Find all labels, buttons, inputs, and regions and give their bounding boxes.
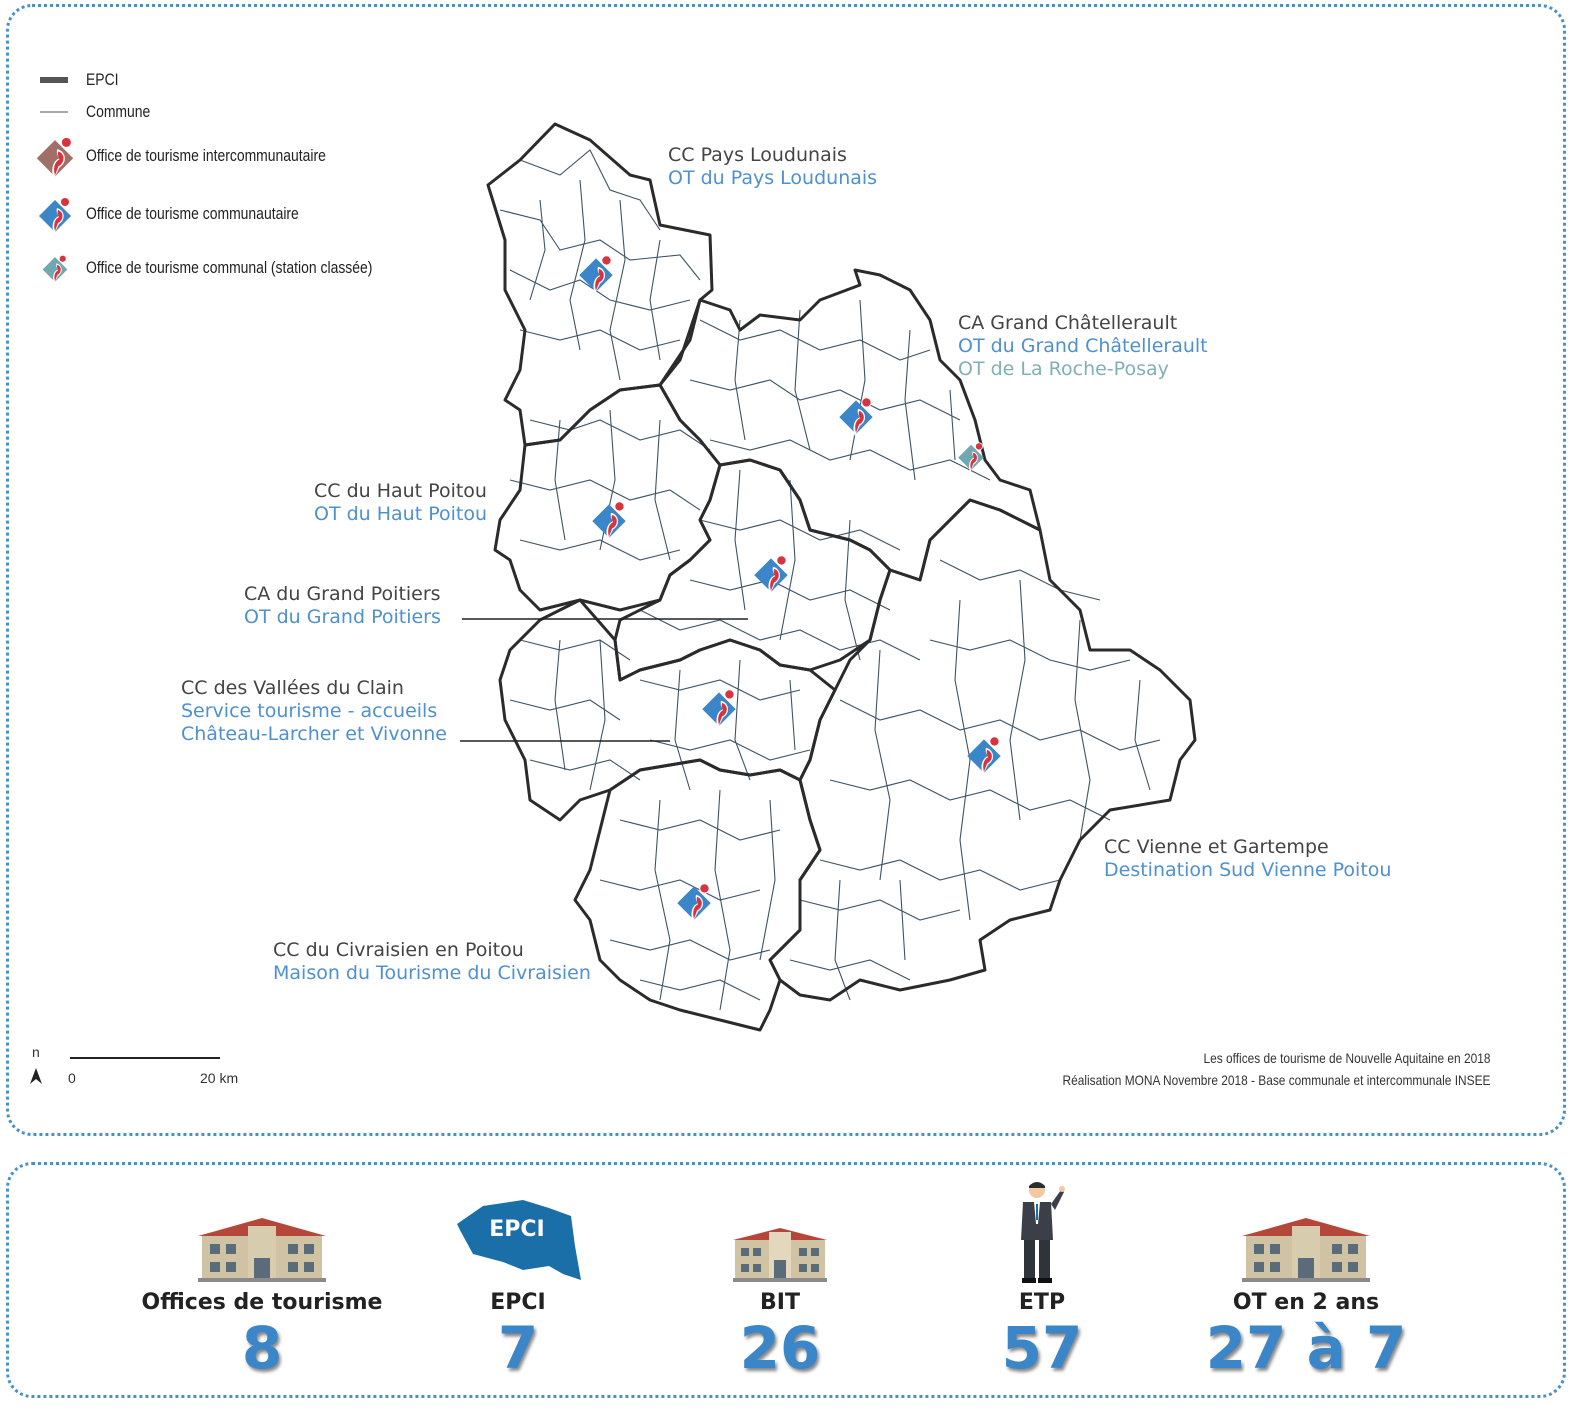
label-cc-civraisien-en-poitou: CC du Civraisien en Poitou Maison du Tou… — [273, 939, 591, 985]
legend-commune: Commune — [24, 92, 164, 132]
stat-ot-en-2-ans: OT en 2 ans 27 à 7 — [1156, 1180, 1456, 1381]
ot-communautaire-icon — [592, 501, 626, 540]
ot-communautaire-icon — [702, 689, 736, 728]
epci-name: CA du Grand Poitiers — [244, 583, 441, 605]
scale-distance: 20 km — [200, 1070, 239, 1086]
epci-name: CC des Vallées du Clain — [181, 677, 404, 699]
ot-communautaire-icon — [579, 255, 613, 294]
stat-label: EPCI — [490, 1290, 546, 1315]
label-cc-pays-loudunais: CC Pays Loudunais OT du Pays Loudunais — [668, 144, 877, 190]
epci-name: CA Grand Châtellerault — [958, 312, 1178, 334]
ot-intercommunautaire-icon — [27, 131, 83, 181]
person-icon — [1021, 1182, 1065, 1283]
legend-ot-communautaire: Office de tourisme communautaire — [24, 194, 346, 234]
north-arrow-icon — [30, 1068, 42, 1084]
ot-communal-name: OT de La Roche-Posay — [958, 358, 1169, 380]
vienne-map — [460, 122, 1197, 1032]
stat-value: 8 — [241, 1314, 283, 1382]
label-ca-grand-poitiers: CA du Grand Poitiers OT du Grand Poitier… — [244, 583, 441, 629]
small-building-icon — [733, 1228, 827, 1282]
epci-name: CC Vienne et Gartempe — [1104, 836, 1329, 858]
ot-name: Service tourisme - accueils — [181, 700, 438, 722]
legend-ot-communal: Office de tourisme communal (station cla… — [24, 248, 435, 288]
epci-boundaries — [486, 122, 1197, 1032]
legend-label: Office de tourisme communautaire — [86, 204, 299, 223]
ot-name: OT du Pays Loudunais — [668, 167, 878, 189]
stat-etp: ETP 57 — [892, 1180, 1192, 1381]
ot-communautaire-icon — [754, 555, 788, 594]
ot-name: Maison du Tourisme du Civraisien — [273, 962, 591, 984]
stat-label: Offices de tourisme — [141, 1290, 383, 1315]
epci-outline-hautpoitou — [493, 383, 722, 612]
label-ca-grand-chatellerault: CA Grand Châtellerault OT du Grand Châte… — [958, 312, 1208, 381]
stat-value: 27 à 7 — [1205, 1314, 1407, 1382]
legend-label: EPCI — [86, 70, 119, 89]
legend-epci: EPCI — [24, 60, 126, 100]
leader-lines — [460, 618, 748, 742]
ot-communautaire-icon — [32, 192, 78, 236]
stat-label: ETP — [1018, 1290, 1066, 1315]
ot-communautaire-icon — [677, 883, 711, 922]
map-panel — [6, 4, 1566, 1136]
epci-outline-civraisien — [573, 758, 822, 1032]
label-cc-vienne-et-gartempe: CC Vienne et Gartempe Destination Sud Vi… — [1104, 836, 1391, 882]
north-label: n — [32, 1044, 40, 1060]
legend-ot-intercommunautaire: Office de tourisme intercommunautaire — [24, 132, 379, 180]
legend-label: Office de tourisme communal (station cla… — [86, 258, 373, 277]
source-line: Les offices de tourisme de Nouvelle Aqui… — [1203, 1050, 1490, 1066]
epci-name: CC du Civraisien en Poitou — [273, 939, 524, 961]
stat-label: OT en 2 ans — [1232, 1290, 1380, 1315]
stat-label: BIT — [760, 1290, 800, 1315]
stat-value: 57 — [1001, 1314, 1083, 1382]
ot-communal-icon — [958, 442, 984, 472]
ot-name: Château-Larcher et Vivonne — [181, 723, 447, 745]
stat-value: 7 — [497, 1314, 539, 1382]
epci-map-text: EPCI — [489, 1217, 544, 1242]
stat-value: 26 — [739, 1314, 821, 1382]
ot-communal-icon — [38, 251, 72, 285]
legend-label: Office de tourisme intercommunautaire — [86, 146, 326, 165]
scale-line — [70, 1057, 220, 1059]
commune-boundaries — [499, 149, 1161, 1011]
ot-name: OT du Grand Poitiers — [244, 606, 441, 628]
epci-name: CC Pays Loudunais — [668, 144, 847, 166]
stat-epci: EPCI EPCI 7 — [368, 1180, 668, 1381]
label-cc-haut-poitou: CC du Haut Poitou OT du Haut Poitou — [314, 480, 487, 526]
building-icon — [198, 1218, 326, 1282]
scale-bar: n 0 20 km — [28, 1044, 268, 1094]
source-credit: Les offices de tourisme de Nouvelle Aqui… — [1062, 1047, 1490, 1091]
scale-zero: 0 — [68, 1070, 76, 1086]
stat-offices-de-tourisme: Offices de tourisme 8 — [112, 1180, 412, 1381]
epci-map-icon: EPCI — [457, 1200, 581, 1280]
legend-label: Commune — [86, 102, 151, 121]
building-icon — [1242, 1218, 1370, 1282]
ot-name: OT du Haut Poitou — [314, 503, 488, 525]
label-cc-vallees-du-clain: CC des Vallées du Clain Service tourisme… — [181, 677, 447, 746]
stat-bit: BIT 26 — [630, 1180, 930, 1381]
ot-name: OT du Grand Châtellerault — [958, 335, 1208, 357]
ot-communautaire-icon — [839, 397, 873, 436]
epci-line-icon — [40, 77, 68, 83]
ot-communautaire-icon — [967, 736, 1001, 775]
epci-name: CC du Haut Poitou — [314, 480, 487, 502]
ot-name: Destination Sud Vienne Poitou — [1104, 859, 1392, 881]
source-line: Réalisation MONA Novembre 2018 - Base co… — [1062, 1072, 1490, 1088]
commune-line-icon — [40, 111, 68, 113]
